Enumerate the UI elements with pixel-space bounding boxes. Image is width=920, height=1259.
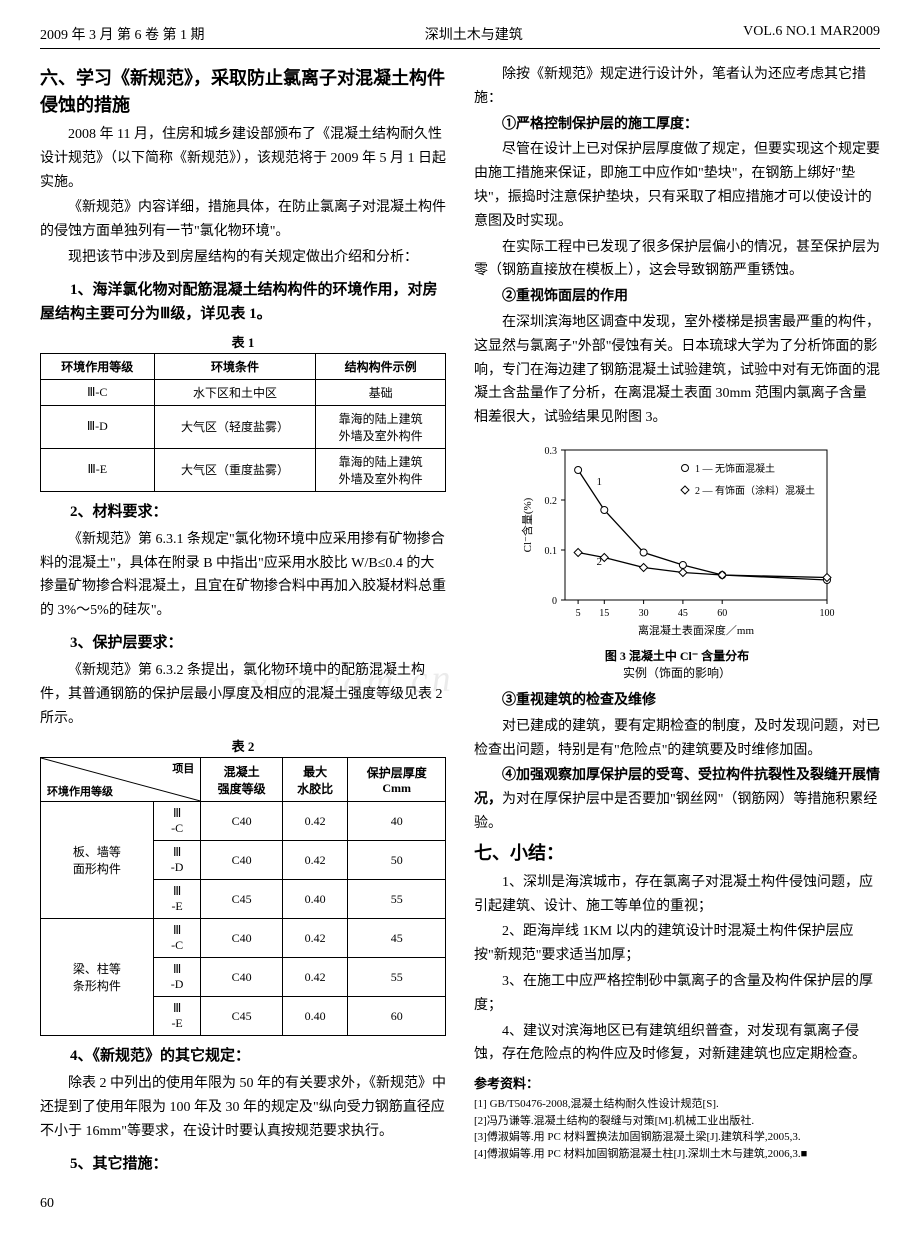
figure-3-subcaption: 实例（饰面的影响） [474, 664, 880, 681]
subsection-1: 1、海洋氯化物对配筋混凝土结构构件的环境作用，对房屋结构主要可分为Ⅲ级，详见表 … [40, 278, 446, 326]
conclusion-item: 3、在施工中应严格控制砂中氯离子的含量及构件保护层的厚度； [474, 970, 880, 1018]
svg-text:100: 100 [820, 608, 835, 619]
body-text: 现把该节中涉及到房屋结构的有关规定做出介绍和分析： [40, 246, 446, 270]
body-text: 尽管在设计上已对保护层厚度做了规定，但要实现这个规定要由施工措施来保证，即施工中… [474, 138, 880, 233]
svg-text:45: 45 [678, 608, 688, 619]
left-column: 六、学习《新规范》，采取防止氯离子对混凝土构件侵蚀的措施 2008 年 11 月… [40, 61, 446, 1212]
table-row: 板、墙等 面形构件Ⅲ -CC400.4240 [41, 802, 446, 841]
sub-bullet-4: ④加强观察加厚保护层的受弯、受拉构件抗裂性及裂缝开展情况，为对在厚保护层中是否要… [474, 764, 880, 835]
body-text: 除表 2 中列出的使用年限为 50 年的有关要求外，《新规范》中还提到了使用年限… [40, 1072, 446, 1143]
sub-bullet-3: ③重视建筑的检查及维修 [474, 689, 880, 713]
svg-text:30: 30 [639, 608, 649, 619]
conclusion-item: 2、距海岸线 1KM 以内的建筑设计时混凝土构件保护层应按"新规范"要求适当加厚… [474, 920, 880, 968]
body-text: 《新规范》第 6.3.2 条提出，氯化物环境中的配筋混凝土构件，其普通钢筋的保护… [40, 659, 446, 730]
reference-item: [3]傅淑娟等.用 PC 材料置换法加固钢筋混凝土梁[J].建筑科学,2005,… [474, 1129, 880, 1146]
table1: 环境作用等级 环境条件 结构构件示例 Ⅲ-C水下区和土中区基础 Ⅲ-D大气区（轻… [40, 353, 446, 492]
body-text: 在实际工程中已发现了很多保护层偏小的情况，甚至保护层为零（钢筋直接放在模板上），… [474, 236, 880, 284]
svg-text:Cl⁻含量(%): Cl⁻含量(%) [520, 497, 534, 552]
header-left: 2009 年 3 月 第 6 卷 第 1 期 [40, 24, 205, 44]
chart-svg: 0 0.1 0.2 0.3 5 15 30 45 60 100 离混凝土表面深度／mm Cl⁻含量(%… [517, 438, 837, 638]
table1-caption: 表 1 [40, 332, 446, 351]
sub-bullet-1: ①严格控制保护层的施工厚度： [474, 113, 880, 137]
table-header: 环境条件 [154, 353, 316, 379]
body-text: 《新规范》第 6.3.1 条规定"氯化物环境中应采用掺有矿物掺合料的混凝土"，具… [40, 528, 446, 623]
table-row: Ⅲ-C水下区和土中区基础 [41, 379, 446, 405]
conclusion-item: 1、深圳是海滨城市，存在氯离子对混凝土构件侵蚀问题，应引起建筑、设计、施工等单位… [474, 871, 880, 919]
svg-text:2 — 有饰面（涂料）混凝土: 2 — 有饰面（涂料）混凝土 [695, 484, 815, 497]
subsection-2: 2、材料要求： [40, 500, 446, 524]
section-7-heading: 七、小结： [474, 840, 880, 867]
references-list: [1] GB/T50476-2008,混凝土结构耐久性设计规范[S]. [2]冯… [474, 1096, 880, 1162]
svg-text:0.2: 0.2 [545, 496, 558, 507]
header-right: VOL.6 NO.1 MAR2009 [743, 24, 880, 44]
body-text: 对已建成的建筑，要有定期检查的制度，及时发现问题，对已检查出问题，特别是有"危险… [474, 715, 880, 763]
svg-text:1 — 无饰面混凝土: 1 — 无饰面混凝土 [695, 462, 775, 475]
subsection-5: 5、其它措施： [40, 1152, 446, 1176]
table-header: 结构构件示例 [316, 353, 446, 379]
svg-text:5: 5 [576, 608, 581, 619]
table-row: Ⅲ-D大气区（轻度盐雾）靠海的陆上建筑 外墙及室外构件 [41, 405, 446, 448]
table-header: 环境作用等级 [41, 353, 155, 379]
table-row: 环境作用等级 环境条件 结构构件示例 [41, 353, 446, 379]
section-6-heading: 六、学习《新规范》，采取防止氯离子对混凝土构件侵蚀的措施 [40, 65, 446, 119]
references-heading: 参考资料： [474, 1073, 880, 1092]
svg-text:0.1: 0.1 [545, 546, 558, 557]
body-text: 《新规范》内容详细，措施具体，在防止氯离子对混凝土构件的侵蚀方面单独列有一节"氯… [40, 196, 446, 244]
reference-item: [2]冯乃谦等.混凝土结构的裂缝与对策[M].机械工业出版社. [474, 1113, 880, 1130]
diagonal-header: 项目 环境作用等级 [41, 758, 201, 802]
right-column: 除按《新规范》规定进行设计外，笔者认为还应考虑其它措施： ①严格控制保护层的施工… [474, 61, 880, 1212]
figure-3: 0 0.1 0.2 0.3 5 15 30 45 60 100 离混凝土表面深度／mm Cl⁻含量(%… [474, 438, 880, 681]
reference-item: [1] GB/T50476-2008,混凝土结构耐久性设计规范[S]. [474, 1096, 880, 1113]
body-text: 除按《新规范》规定进行设计外，笔者认为还应考虑其它措施： [474, 63, 880, 111]
body-text: 2008 年 11 月，住房和城乡建设部颁布了《混凝土结构耐久性设计规范》（以下… [40, 123, 446, 194]
page-header: 2009 年 3 月 第 6 卷 第 1 期 深圳土木与建筑 VOL.6 NO.… [40, 20, 880, 49]
svg-text:离混凝土表面深度／mm: 离混凝土表面深度／mm [638, 623, 755, 637]
table2-caption: 表 2 [40, 736, 446, 755]
table-row: Ⅲ-E大气区（重度盐雾）靠海的陆上建筑 外墙及室外构件 [41, 448, 446, 491]
table-row: 梁、柱等 条形构件Ⅲ -CC400.4245 [41, 919, 446, 958]
sub-bullet-2: ②重视饰面层的作用 [474, 285, 880, 309]
page-number: 60 [40, 1196, 446, 1212]
table2: 项目 环境作用等级 混凝土 强度等级 最大 水胶比 保护层厚度 Cmm 板、墙等… [40, 757, 446, 1036]
reference-item: [4]傅淑娟等.用 PC 材料加固钢筋混凝土柱[J].深圳土木与建筑,2006,… [474, 1146, 880, 1163]
body-text: 在深圳滨海地区调查中发现，室外楼梯是损害最严重的构件，这显然与氯离子"外部"侵蚀… [474, 311, 880, 430]
table-row: 项目 环境作用等级 混凝土 强度等级 最大 水胶比 保护层厚度 Cmm [41, 758, 446, 802]
figure-3-caption: 图 3 混凝土中 Cl⁻ 含量分布 [474, 647, 880, 664]
subsection-3: 3、保护层要求： [40, 631, 446, 655]
svg-text:15: 15 [599, 608, 609, 619]
svg-text:0: 0 [552, 596, 557, 607]
subsection-4: 4、《新规范》的其它规定： [40, 1044, 446, 1068]
svg-text:2: 2 [596, 556, 602, 568]
svg-text:1: 1 [596, 476, 602, 488]
header-center: 深圳土木与建筑 [205, 24, 744, 44]
svg-text:60: 60 [717, 608, 727, 619]
svg-text:0.3: 0.3 [545, 446, 558, 457]
conclusion-item: 4、建议对滨海地区已有建筑组织普查，对发现有氯离子侵蚀，存在危险点的构件应及时修… [474, 1020, 880, 1068]
